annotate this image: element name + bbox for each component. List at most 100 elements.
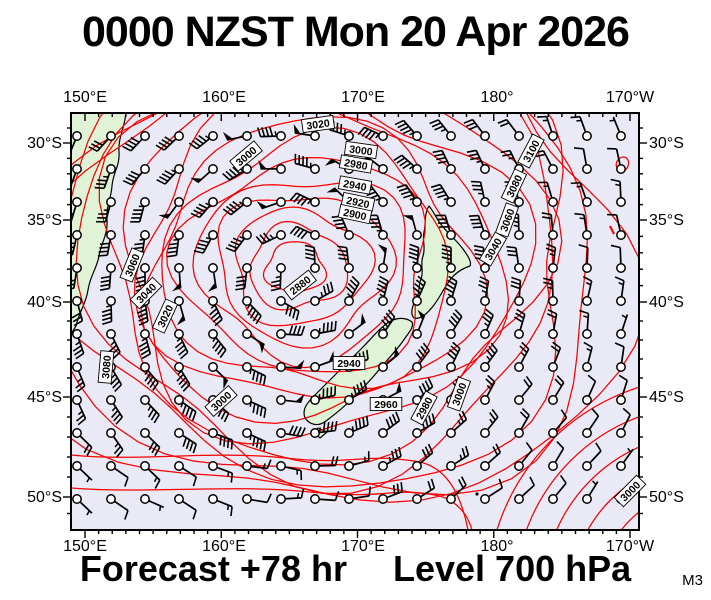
wind-barb bbox=[158, 197, 184, 220]
wind-barb bbox=[276, 296, 300, 321]
station-circle bbox=[242, 263, 252, 273]
wind-barb bbox=[174, 428, 197, 454]
station-circle bbox=[242, 197, 252, 207]
wind-barb bbox=[480, 408, 499, 438]
wind-barb bbox=[294, 153, 320, 174]
station-circle bbox=[378, 296, 388, 306]
wind-barb bbox=[514, 341, 530, 372]
wind-barb bbox=[71, 131, 82, 153]
wind-barb bbox=[344, 313, 366, 339]
wind-barb bbox=[468, 214, 490, 240]
station-circle bbox=[582, 494, 592, 504]
station-circle bbox=[310, 395, 320, 405]
wind-barb bbox=[510, 276, 524, 306]
station-circle bbox=[344, 296, 354, 306]
wind-barb bbox=[106, 395, 124, 425]
station-circle bbox=[276, 230, 286, 240]
station-circle bbox=[582, 164, 592, 174]
lon-label-bottom: 170°E bbox=[341, 538, 385, 555]
station-circle bbox=[276, 461, 286, 471]
wind-barb bbox=[480, 342, 498, 372]
wind-barb bbox=[430, 183, 456, 207]
station-circle bbox=[378, 263, 388, 273]
svg-text:2940: 2940 bbox=[342, 178, 367, 194]
wind-barb bbox=[174, 461, 198, 487]
wind-barb bbox=[393, 154, 422, 174]
wind-barb bbox=[140, 428, 161, 457]
wind-barb bbox=[72, 494, 93, 516]
station-circle bbox=[72, 263, 82, 273]
station-circle bbox=[344, 428, 354, 438]
station-circle bbox=[310, 197, 320, 207]
contour-fragment bbox=[609, 225, 615, 235]
wind-barb bbox=[208, 461, 234, 483]
lon-label-top: 150°E bbox=[63, 89, 107, 106]
wind-barb bbox=[140, 362, 159, 391]
station-circle bbox=[412, 329, 422, 339]
wind-barb bbox=[463, 118, 490, 141]
wind-barb bbox=[480, 374, 496, 405]
station-circle bbox=[140, 263, 150, 273]
wind-barb bbox=[88, 131, 116, 152]
station-circle bbox=[140, 164, 150, 174]
station-circle bbox=[174, 329, 184, 339]
wind-barb bbox=[607, 213, 626, 240]
station-circle bbox=[446, 197, 456, 207]
station-circle bbox=[106, 131, 116, 141]
station-circle bbox=[174, 362, 184, 372]
station-circle bbox=[72, 494, 82, 504]
wind-barb bbox=[582, 341, 593, 372]
graticule-ticks bbox=[63, 113, 647, 538]
station-circle bbox=[412, 230, 422, 240]
station-circle bbox=[412, 164, 422, 174]
wind-barb bbox=[441, 244, 456, 273]
wind-barb bbox=[377, 244, 388, 273]
station-circle bbox=[174, 230, 184, 240]
wind-barb bbox=[208, 428, 234, 450]
wind-barb bbox=[174, 494, 197, 520]
wind-barb bbox=[172, 263, 184, 292]
station-circle bbox=[208, 263, 218, 273]
station-circle bbox=[72, 362, 82, 372]
station-circle bbox=[514, 131, 524, 141]
station-circle bbox=[174, 395, 184, 405]
wind-barb bbox=[344, 451, 370, 471]
svg-text:2900: 2900 bbox=[342, 207, 367, 224]
wind-barb bbox=[174, 395, 197, 421]
lat-label-right: 40°S bbox=[649, 294, 684, 311]
wind-barb bbox=[471, 180, 490, 207]
station-circle bbox=[140, 461, 150, 471]
station-circle bbox=[174, 296, 184, 306]
wind-barb bbox=[548, 375, 565, 405]
wind-barb bbox=[94, 164, 116, 190]
wind-barb bbox=[293, 124, 320, 141]
wind-barb bbox=[174, 362, 191, 392]
height-contour bbox=[234, 206, 376, 327]
station-circle bbox=[140, 362, 150, 372]
wind-barb bbox=[304, 244, 320, 273]
wind-barb bbox=[446, 476, 467, 504]
lon-label-top: 180° bbox=[480, 89, 513, 106]
station-circle bbox=[616, 461, 626, 471]
wind-barb bbox=[514, 407, 530, 438]
station-circle bbox=[208, 329, 218, 339]
station-circle bbox=[616, 230, 626, 240]
wind-barb bbox=[222, 164, 252, 181]
height-contour bbox=[166, 156, 426, 373]
station-circle bbox=[208, 494, 218, 504]
station-circle bbox=[174, 197, 184, 207]
station-circle bbox=[140, 197, 150, 207]
wind-barb bbox=[140, 395, 160, 424]
station-circle bbox=[344, 494, 354, 504]
wind-barb bbox=[207, 263, 218, 292]
station-circle bbox=[446, 329, 456, 339]
station-circle bbox=[412, 461, 422, 471]
lat-label-right: 35°S bbox=[649, 212, 684, 229]
station-circle bbox=[140, 494, 150, 504]
station-circle bbox=[140, 230, 150, 240]
station-circle bbox=[310, 131, 320, 141]
station-circle bbox=[480, 263, 490, 273]
lat-label-left: 40°S bbox=[27, 294, 62, 311]
wind-barb bbox=[432, 149, 456, 174]
wind-barb bbox=[446, 445, 470, 471]
